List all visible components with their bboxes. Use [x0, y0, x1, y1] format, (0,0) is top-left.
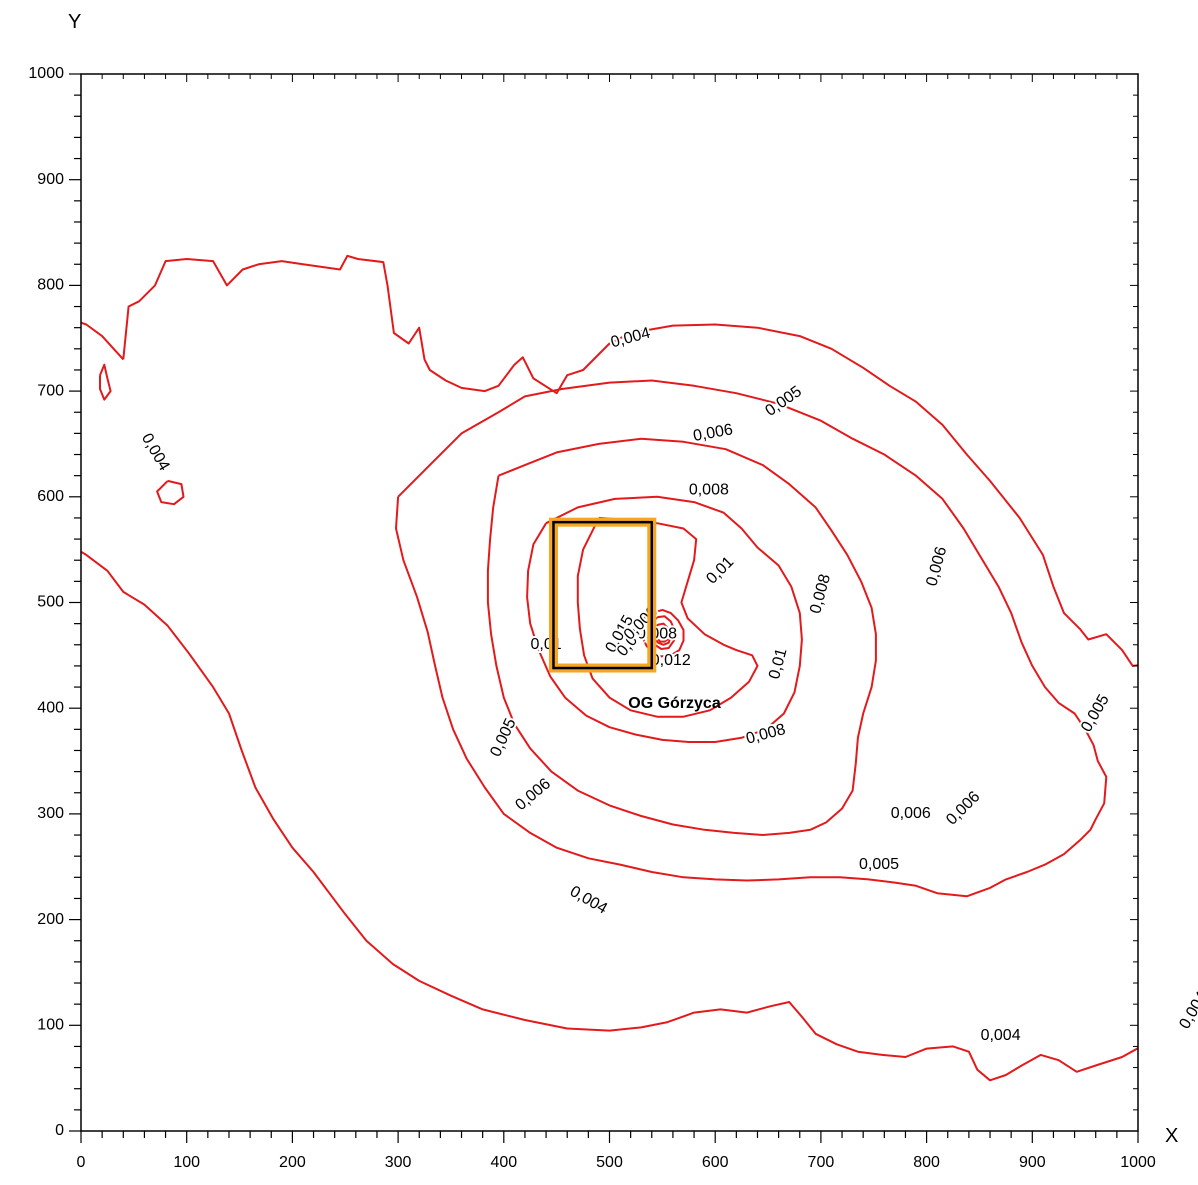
y-tick-label: 600	[37, 488, 64, 505]
y-tick-label: 700	[37, 382, 64, 399]
contour-label: 0,006	[891, 805, 931, 822]
y-tick-label: 500	[37, 594, 64, 611]
contour-label: 0,004	[567, 883, 610, 918]
y-tick-label: 0	[55, 1122, 64, 1139]
y-tick-label: 800	[37, 277, 64, 294]
x-tick-label: 700	[808, 1154, 835, 1171]
x-axis-label: X	[1165, 1125, 1178, 1147]
contour-label: 0,004	[1176, 989, 1198, 1032]
contour-label: 0,005	[1078, 692, 1113, 735]
contour-line	[640, 608, 685, 658]
contour-label: 0,008	[744, 721, 787, 748]
contour-labels: 0,004 0,004 0,004 0,004 0,004 0,005 0,005 0,005…	[136, 323, 1198, 1047]
contour-label: 0,008	[807, 572, 834, 615]
contour-label: 0,008	[689, 482, 729, 499]
og-area: OG Górzyca	[548, 517, 721, 712]
y-axis-label: Y	[68, 11, 81, 33]
contour-label: 0,004	[981, 1027, 1021, 1044]
axis-ticks	[69, 73, 1139, 1143]
y-tick-label: 400	[37, 699, 64, 716]
x-tick-label: 200	[279, 1154, 306, 1171]
y-tick-label: 300	[37, 805, 64, 822]
contour-line	[81, 254, 1138, 1082]
og-area-border	[552, 520, 654, 670]
y-tick-label: 1000	[28, 65, 64, 82]
x-tick-label: 1000	[1120, 1154, 1156, 1171]
contour-line	[395, 379, 1108, 898]
x-tick-label: 0	[77, 1154, 86, 1171]
y-tick-label: 900	[37, 171, 64, 188]
contour-label: 0,006	[924, 545, 951, 588]
x-tick-label: 100	[173, 1154, 200, 1171]
y-tick-label: 200	[37, 911, 64, 928]
contour-label: 0,012	[651, 652, 691, 669]
y-tick-label: 100	[37, 1017, 64, 1034]
contour-label: 0,006	[692, 421, 734, 445]
contour-label: 0,004	[609, 325, 652, 352]
contour-label: 0,006	[943, 788, 983, 828]
x-tick-label: 400	[490, 1154, 517, 1171]
x-tick-label: 900	[1019, 1154, 1046, 1171]
x-tick-label: 600	[702, 1154, 729, 1171]
contour-label: 0,008	[637, 625, 677, 642]
contour-label: 0,01	[703, 553, 737, 587]
contour-line	[486, 437, 877, 836]
contour-label: 0,01	[766, 646, 791, 681]
contour-line	[576, 516, 759, 718]
og-area-label: OG Górzyca	[628, 695, 721, 712]
contour-label: 0,005	[859, 856, 899, 873]
contour-line	[99, 363, 112, 401]
contour-line	[526, 495, 803, 743]
contour-label: 0,005	[487, 716, 519, 760]
contour-label: 0,006	[512, 775, 554, 814]
axis-tick-labels: 00 100 100 200 200 300 300 400 400 500 500 600 600 70…	[28, 65, 1155, 1171]
x-tick-label: 300	[385, 1154, 412, 1171]
contour-lines	[81, 254, 1138, 1082]
contour-line	[156, 479, 185, 506]
plot-frame	[80, 73, 1139, 1132]
contour-line	[655, 629, 669, 643]
contour-label: 0,004	[138, 431, 173, 474]
x-tick-label: 500	[596, 1154, 623, 1171]
contour-label: 0,005	[762, 383, 805, 420]
x-tick-label: 800	[913, 1154, 940, 1171]
